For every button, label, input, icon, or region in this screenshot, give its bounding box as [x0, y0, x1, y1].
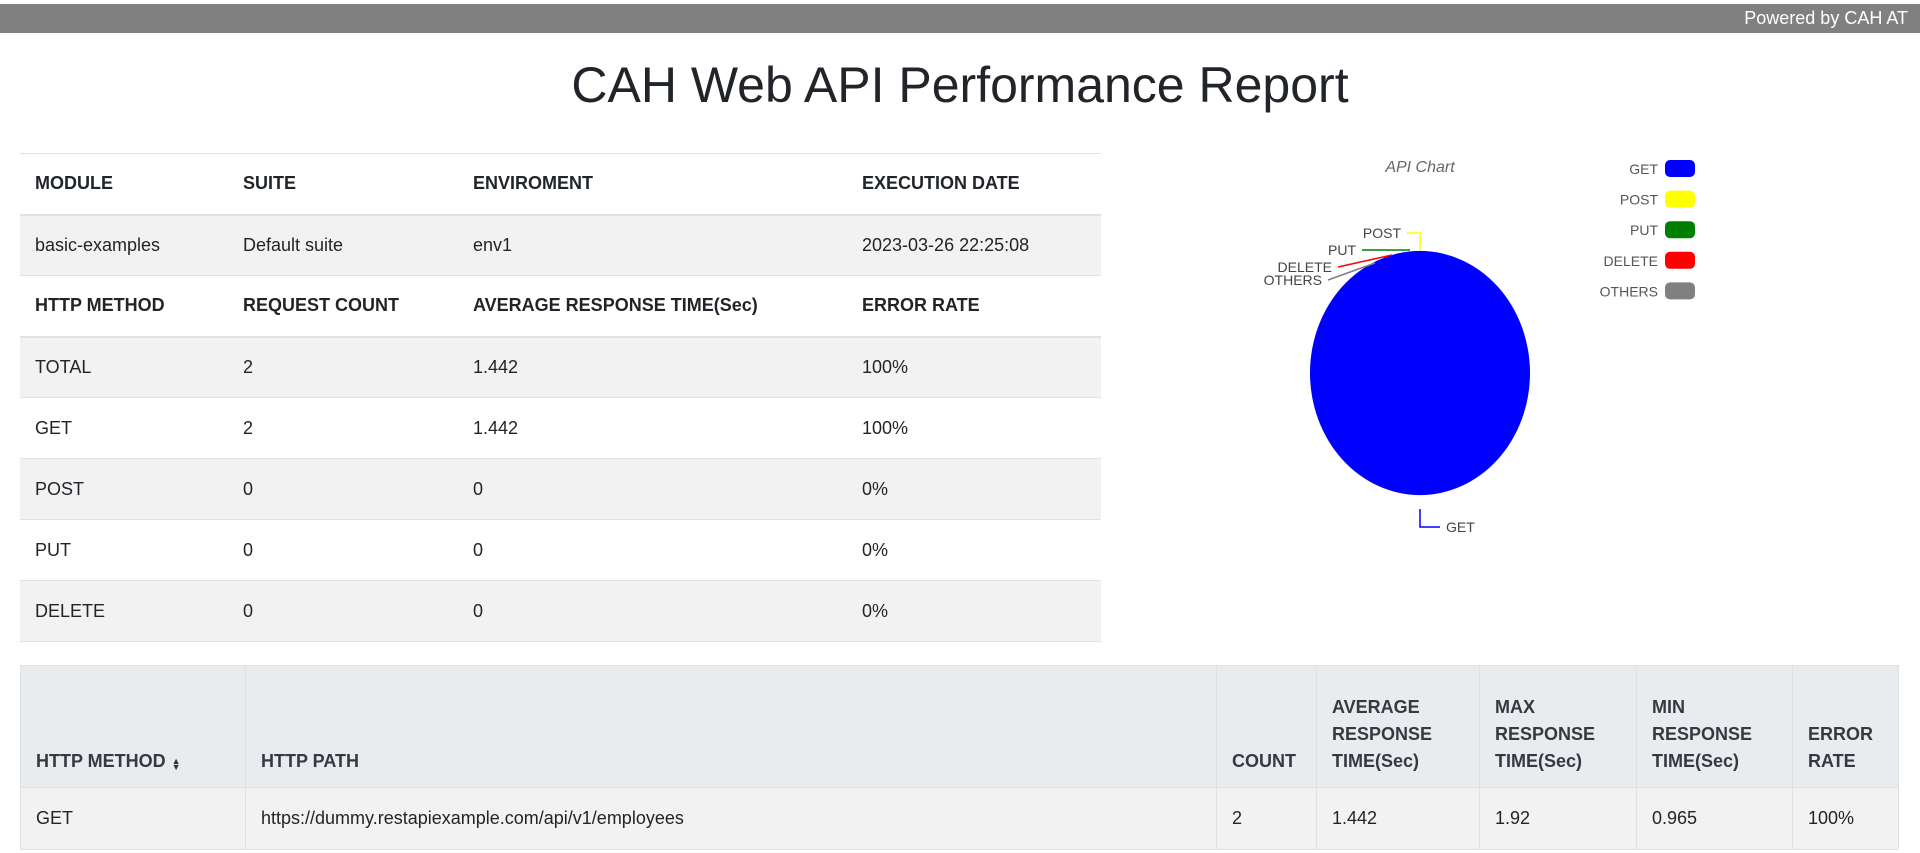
- method-header-row: HTTP METHOD REQUEST COUNT AVERAGE RESPON…: [20, 275, 1101, 338]
- method-row: GET 2 1.442 100%: [20, 397, 1101, 459]
- cell: DELETE: [20, 580, 228, 642]
- cell: 0: [458, 458, 847, 520]
- pie-label-get: GET: [1446, 519, 1475, 535]
- pie-label-put: PUT: [1328, 242, 1356, 258]
- suite-value: Default suite: [228, 214, 458, 276]
- page-title: CAH Web API Performance Report: [571, 57, 1349, 113]
- cell: GET: [20, 787, 246, 850]
- cell: PUT: [20, 519, 228, 581]
- cell: 0: [228, 458, 458, 520]
- info-header-row: MODULE SUITE ENVIROMENT EXECUTION DATE: [20, 153, 1101, 216]
- header-min-response: MIN RESPONSE TIME(Sec): [1636, 665, 1793, 788]
- cell: 1.92: [1479, 787, 1637, 850]
- header-count: COUNT: [1216, 665, 1317, 788]
- cell: 0%: [847, 580, 1101, 642]
- header-max-response: MAX RESPONSE TIME(Sec): [1479, 665, 1637, 788]
- legend-label-get: GET: [1629, 161, 1658, 177]
- legend-swatch-others: [1665, 282, 1695, 300]
- pie-slice-get: [1310, 250, 1530, 496]
- info-row: basic-examples Default suite env1 2023-0…: [20, 214, 1101, 276]
- cell: 1.442: [1316, 787, 1480, 850]
- cell: 0: [228, 580, 458, 642]
- cell: 2: [1216, 787, 1317, 850]
- cell: POST: [20, 458, 228, 520]
- sort-icon[interactable]: ▲ ▼: [171, 755, 181, 772]
- method-row: PUT 0 0 0%: [20, 519, 1101, 581]
- cell: 2: [228, 336, 458, 398]
- header-http-method[interactable]: HTTP METHOD ▲ ▼: [20, 665, 246, 788]
- leader-line-get: [1419, 509, 1440, 528]
- method-row: POST 0 0 0%: [20, 458, 1101, 520]
- method-row: TOTAL 2 1.442 100%: [20, 336, 1101, 398]
- legend-swatch-delete: [1665, 251, 1695, 269]
- summary-table: MODULE SUITE ENVIROMENT EXECUTION DATE b…: [20, 153, 1101, 642]
- pie-label-post: POST: [1363, 225, 1402, 241]
- cell: 0: [458, 580, 847, 642]
- cell: 0: [458, 519, 847, 581]
- cell: 1.442: [458, 336, 847, 398]
- cell: https://dummy.restapiexample.com/api/v1/…: [245, 787, 1217, 850]
- legend-swatch-get: [1665, 160, 1695, 177]
- powered-by: Powered by CAH AT: [1744, 8, 1908, 28]
- header-label: HTTP METHOD: [36, 751, 166, 771]
- cell: 0: [228, 519, 458, 581]
- legend-swatch-post: [1665, 190, 1695, 208]
- detail-header-row: HTTP METHOD ▲ ▼ HTTP PATH COUNT AVERAGE RE…: [20, 665, 1899, 788]
- module-value: basic-examples: [20, 214, 228, 276]
- header-avg-response: AVERAGE RESPONSE TIME(Sec): [1316, 665, 1480, 788]
- pie-label-delete: DELETE: [1278, 259, 1332, 275]
- table-row: GET https://dummy.restapiexample.com/api/…: [20, 787, 1899, 850]
- header-suite: SUITE: [228, 153, 458, 216]
- execution-date-value: 2023-03-26 22:25:08: [847, 214, 1101, 276]
- cell: 2: [228, 397, 458, 459]
- header-request-count: REQUEST COUNT: [228, 275, 458, 338]
- cell: 100%: [1792, 787, 1899, 850]
- header-avg-response: AVERAGE RESPONSE TIME(Sec): [458, 275, 847, 338]
- header-error-rate: ERROR RATE: [847, 275, 1101, 338]
- cell: 1.442: [458, 397, 847, 459]
- cell: 100%: [847, 397, 1101, 459]
- pie-label-others: OTHERS: [1264, 272, 1322, 288]
- leader-line-others: [1327, 262, 1376, 281]
- environment-value: env1: [458, 214, 847, 276]
- legend-label-post: POST: [1620, 192, 1659, 208]
- method-row: DELETE 0 0 0%: [20, 580, 1101, 642]
- leader-line-delete: [1337, 254, 1393, 268]
- cell: GET: [20, 397, 228, 459]
- chart-title: API Chart: [1384, 159, 1455, 176]
- legend-label-put: PUT: [1630, 222, 1658, 238]
- header-http-path: HTTP PATH: [245, 665, 1217, 788]
- cell: 0%: [847, 519, 1101, 581]
- detail-table: HTTP METHOD ▲ ▼ HTTP PATH COUNT AVERAGE RE…: [20, 665, 1899, 850]
- header-error-rate: ERROR RATE: [1792, 665, 1899, 788]
- legend-label-others: OTHERS: [1600, 283, 1658, 299]
- api-pie-chart: API ChartGETPOSTPUTDELETEOTHERSGETPOSTPU…: [1264, 159, 1695, 535]
- leader-line-post: [1407, 232, 1421, 250]
- header-module: MODULE: [20, 153, 228, 216]
- header-environment: ENVIROMENT: [458, 153, 847, 216]
- cell: 100%: [847, 336, 1101, 398]
- cell: 0%: [847, 458, 1101, 520]
- legend-label-delete: DELETE: [1604, 253, 1658, 269]
- cell: TOTAL: [20, 336, 228, 398]
- header-execution-date: EXECUTION DATE: [847, 153, 1101, 216]
- top-bar: Powered by CAH AT: [0, 4, 1920, 33]
- cell: 0.965: [1636, 787, 1793, 850]
- header-http-method: HTTP METHOD: [20, 275, 228, 338]
- legend-swatch-put: [1665, 221, 1695, 239]
